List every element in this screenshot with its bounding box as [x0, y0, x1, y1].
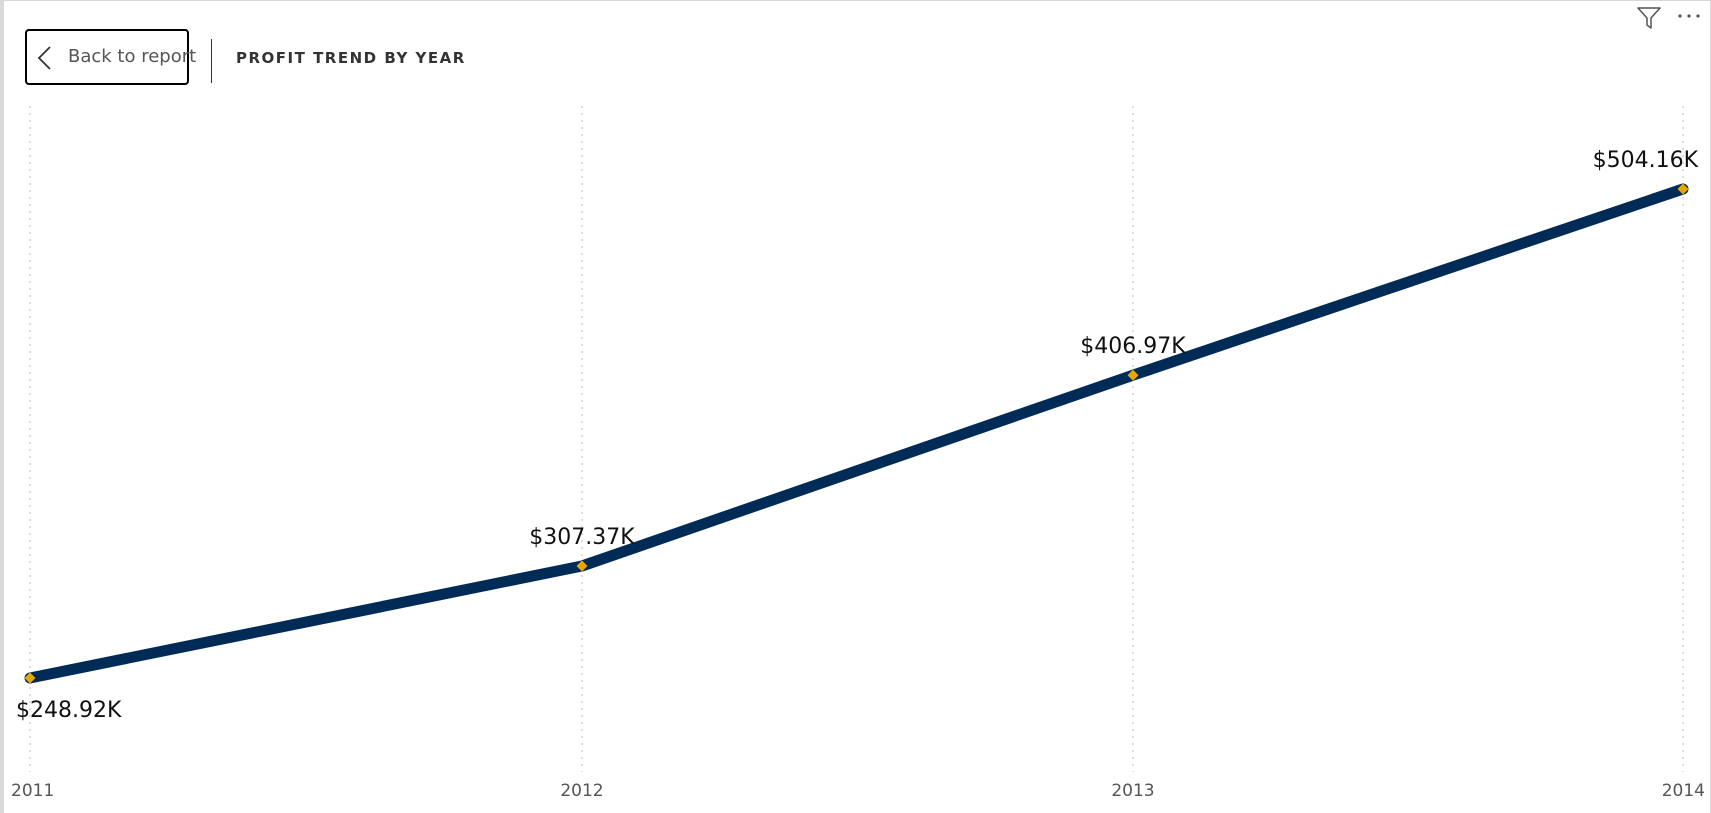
data-point-2011	[24, 672, 36, 684]
data-label-2013: $406.97K	[1080, 334, 1186, 359]
back-to-report-label: Back to report	[68, 46, 197, 67]
x-tick-label-2011: 2011	[11, 781, 54, 801]
data-label-2012: $307.37K	[529, 525, 635, 550]
x-tick-label-2014: 2014	[1662, 781, 1705, 801]
x-tick-label-2012: 2012	[560, 781, 603, 801]
data-label-2014: $504.16K	[1593, 148, 1699, 173]
chevron-left-icon	[37, 46, 51, 70]
data-label-2011: $248.92K	[16, 698, 122, 723]
back-to-report-button[interactable]: Back to report	[25, 29, 196, 85]
profit-series-line	[24, 183, 1689, 684]
header-divider	[211, 39, 212, 83]
chart-title: PROFIT TREND BY YEAR	[236, 49, 466, 67]
x-tick-label-2013: 2013	[1111, 781, 1154, 801]
more-options-icon[interactable]	[1676, 8, 1702, 24]
filter-icon[interactable]	[1636, 6, 1662, 30]
data-point-2012	[576, 560, 588, 572]
data-point-2013	[1127, 369, 1139, 381]
data-point-2014	[1677, 183, 1689, 195]
